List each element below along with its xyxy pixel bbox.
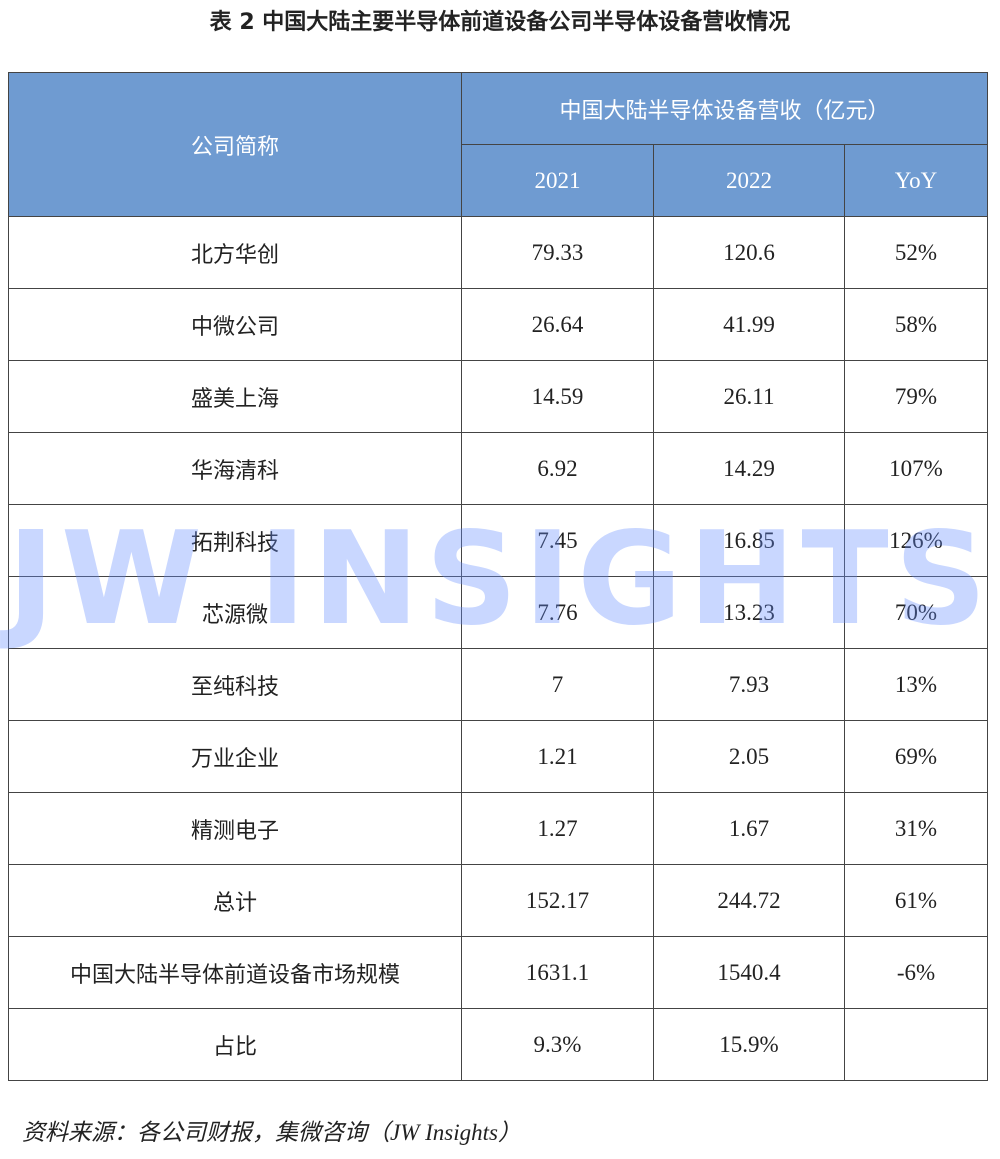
table-cell: 1.27: [461, 792, 654, 865]
table-cell: 26.64: [461, 288, 654, 361]
table-cell: 1.21: [461, 720, 654, 793]
table-cell: 14.59: [461, 360, 654, 433]
empty-cell: [843, 1008, 989, 1081]
table-cell: 中微公司: [8, 288, 462, 361]
table-row: 总计 152.17 244.72 61%: [8, 864, 989, 937]
table-cell: 盛美上海: [8, 360, 462, 433]
header-cell: YoY: [843, 144, 989, 217]
table-row: 万业企业 1.21 2.05 69%: [8, 720, 989, 793]
table-cell: 52%: [843, 216, 989, 289]
table-cell: 61%: [843, 864, 989, 937]
table-cell: 7.76: [461, 576, 654, 649]
table-cell: 107%: [843, 432, 989, 505]
table-row: 北方华创 79.33 120.6 52%: [8, 216, 989, 289]
table-row: 精测电子 1.27 1.67 31%: [8, 792, 989, 865]
table-cell: 1.67: [653, 792, 845, 865]
table-row: 至纯科技 7 7.93 13%: [8, 648, 989, 721]
table-cell: 万业企业: [8, 720, 462, 793]
table-cell: 6.92: [461, 432, 654, 505]
revenue-table: 公司简称 中国大陆半导体设备营收（亿元） 2021 2022 YoY 北方华创 79.…: [8, 72, 989, 1081]
table-cell: 至纯科技: [8, 648, 462, 721]
table-cell: 26.11: [653, 360, 845, 433]
table-cell: 13%: [843, 648, 989, 721]
table-cell: 126%: [843, 504, 989, 577]
table-cell: 13.23: [653, 576, 845, 649]
header-cell: 公司简称: [8, 72, 462, 217]
table-cell: 69%: [843, 720, 989, 793]
table-row: 拓荆科技 7.45 16.85 126%: [8, 504, 989, 577]
table-cell: 14.29: [653, 432, 845, 505]
table-cell: 精测电子: [8, 792, 462, 865]
table-row: 芯源微 7.76 13.23 70%: [8, 576, 989, 649]
table-cell: 31%: [843, 792, 989, 865]
header-cell: 2022: [653, 144, 845, 217]
table-cell: -6%: [843, 936, 989, 1009]
table-cell: 70%: [843, 576, 989, 649]
table-cell: 120.6: [653, 216, 845, 289]
table-cell: 北方华创: [8, 216, 462, 289]
table-cell: 79%: [843, 360, 989, 433]
table-cell: 7: [461, 648, 654, 721]
table-cell: 1540.4: [653, 936, 845, 1009]
table-cell: 华海清科: [8, 432, 462, 505]
table-body: 公司简称 中国大陆半导体设备营收（亿元） 2021 2022 YoY 北方华创 79.…: [8, 72, 989, 1081]
table-cell: 拓荆科技: [8, 504, 462, 577]
table-cell: 占比: [8, 1008, 462, 1081]
table-cell: 芯源微: [8, 576, 462, 649]
header-cell: 中国大陆半导体设备营收（亿元）: [460, 72, 989, 145]
table-cell: 2.05: [653, 720, 845, 793]
table-row: 中国大陆半导体前道设备市场规模 1631.1 1540.4 -6%: [8, 936, 989, 1009]
table-cell: 9.3%: [461, 1008, 654, 1081]
table-cell: 152.17: [461, 864, 654, 937]
header-cell: 2021: [461, 144, 654, 217]
table-cell: 41.99: [653, 288, 845, 361]
table-cell: 244.72: [653, 864, 845, 937]
table-title: 表 2 中国大陆主要半导体前道设备公司半导体设备营收情况: [209, 10, 791, 35]
header-row: 2021 2022 YoY: [9, 144, 989, 217]
table-cell: 总计: [8, 864, 462, 937]
table-row: 占比 9.3% 15.9%: [8, 1008, 989, 1081]
table-cell: 7.45: [461, 504, 654, 577]
table-cell: 15.9%: [653, 1008, 845, 1081]
table-row: 华海清科 6.92 14.29 107%: [8, 432, 989, 505]
table-cell: 1631.1: [461, 936, 654, 1009]
source-note: 资料来源：各公司财报，集微咨询（JW Insights）: [22, 1120, 521, 1145]
table-cell: 58%: [843, 288, 989, 361]
table-cell: 79.33: [461, 216, 654, 289]
header-row: 公司简称 中国大陆半导体设备营收（亿元）: [8, 72, 989, 217]
table-row: 中微公司 26.64 41.99 58%: [8, 288, 989, 361]
table-cell: 16.85: [653, 504, 845, 577]
table-row: 盛美上海 14.59 26.11 79%: [8, 360, 989, 433]
table-cell: 7.93: [653, 648, 845, 721]
table-cell: 中国大陆半导体前道设备市场规模: [8, 936, 462, 1009]
